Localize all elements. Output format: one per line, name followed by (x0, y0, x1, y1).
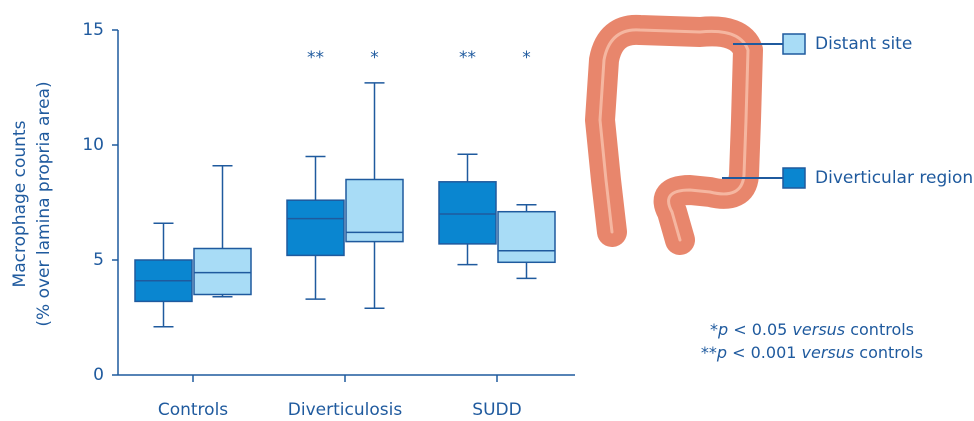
significance-label: ** (307, 48, 324, 68)
significance-label: * (522, 48, 531, 68)
footnote: *p < 0.05 versus controls (710, 320, 914, 339)
legend-swatch (782, 33, 806, 55)
y-tick-label: 15 (82, 20, 104, 40)
footnote-part: < 0.05 (728, 320, 792, 339)
box (193, 164, 252, 298)
y-tick-label: 0 (93, 365, 104, 385)
box-body (286, 199, 345, 257)
box (345, 82, 404, 310)
footnote-part: * (710, 320, 718, 339)
box (286, 155, 345, 300)
y-tick-label: 10 (82, 135, 104, 155)
y-tick-label: 5 (93, 250, 104, 270)
footnote-part: versus (792, 320, 845, 339)
box (134, 222, 193, 328)
box-body (345, 178, 404, 243)
box (438, 153, 497, 266)
legend-label: Diverticular region (815, 168, 973, 188)
significance-label: ** (459, 48, 476, 68)
box-body (193, 247, 252, 296)
significance-label: * (370, 48, 379, 68)
legend-swatch (782, 167, 806, 189)
box-body (438, 181, 497, 245)
y-axis-label: Macrophage counts (10, 120, 30, 287)
footnote-part: versus (802, 343, 855, 362)
x-tick-label: SUDD (472, 400, 521, 420)
footnote-part: p (717, 320, 728, 339)
x-tick-label: Controls (158, 400, 228, 420)
footnote-part: p (716, 343, 727, 362)
y-axis-label: (% over lamina propria area) (34, 81, 54, 326)
colon-illustration (585, 14, 763, 255)
box (497, 204, 556, 280)
x-tick-label: Diverticulosis (288, 400, 403, 420)
legend-label: Distant site (815, 34, 912, 54)
footnote: **p < 0.001 versus controls (701, 343, 923, 362)
footnote-part: < 0.001 (727, 343, 801, 362)
footnote-part: controls (854, 343, 923, 362)
footnote-part: ** (701, 343, 717, 362)
footnote-part: controls (845, 320, 914, 339)
box-body (497, 210, 556, 264)
